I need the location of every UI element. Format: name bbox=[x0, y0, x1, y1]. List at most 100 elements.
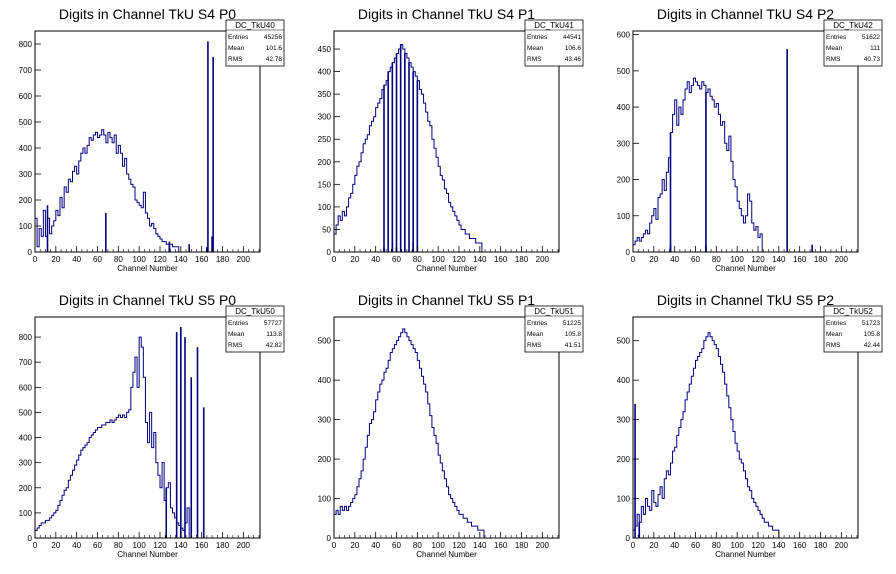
x-tick-label: 60 bbox=[392, 541, 401, 550]
plot-frame bbox=[34, 30, 261, 253]
x-tick-label: 180 bbox=[216, 541, 230, 550]
stats-label: Mean bbox=[826, 45, 843, 52]
stats-value: 42.82 bbox=[266, 342, 283, 349]
x-tick-label: 60 bbox=[93, 541, 102, 550]
x-tick-label: 80 bbox=[114, 541, 123, 550]
x-tick-label: 80 bbox=[712, 541, 721, 550]
x-tick-label: 160 bbox=[494, 541, 508, 550]
x-tick-label: 160 bbox=[793, 255, 807, 264]
x-tick-label: 0 bbox=[631, 255, 636, 264]
stats-box: DC_TkU50 Entries 57727 Mean 113.8 RMS 42.82 bbox=[225, 305, 285, 353]
y-tick-label: 600 bbox=[19, 92, 33, 101]
x-axis-title: Channel Number bbox=[416, 264, 477, 273]
x-tick-label: 120 bbox=[153, 541, 167, 550]
stats-label: RMS bbox=[527, 56, 542, 63]
histogram-series bbox=[632, 332, 780, 538]
x-tick-label: 20 bbox=[350, 255, 359, 264]
y-origin-label: 0 bbox=[626, 534, 631, 543]
plot-frame bbox=[632, 30, 859, 253]
x-tick-label: 40 bbox=[72, 541, 81, 550]
stats-label: Mean bbox=[527, 331, 544, 338]
y-tick-label: 100 bbox=[318, 203, 332, 212]
x-tick-label: 0 bbox=[332, 255, 337, 264]
x-tick-label: 200 bbox=[835, 541, 849, 550]
stats-box-frame bbox=[524, 305, 584, 353]
stats-name: DC_TkU41 bbox=[534, 21, 574, 30]
stats-label: Entries bbox=[527, 320, 548, 327]
x-tick-label: 160 bbox=[494, 255, 508, 264]
y-tick-label: 100 bbox=[318, 495, 332, 504]
stats-box-frame bbox=[225, 19, 285, 67]
chart-title: Digits in Channel TkU S4 P2 bbox=[657, 6, 834, 22]
x-tick-label: 200 bbox=[237, 541, 251, 550]
stats-box: DC_TkU52 Entries 51723 Mean 105.8 RMS 42.44 bbox=[823, 305, 883, 353]
x-tick-label: 40 bbox=[371, 541, 380, 550]
x-tick-label: 120 bbox=[751, 541, 765, 550]
x-tick-label: 40 bbox=[72, 255, 81, 264]
x-tick-label: 200 bbox=[536, 255, 550, 264]
y-tick-label: 200 bbox=[318, 455, 332, 464]
stats-label: Mean bbox=[527, 45, 544, 52]
x-tick-label: 140 bbox=[473, 255, 487, 264]
x-tick-label: 60 bbox=[691, 541, 700, 550]
y-tick-label: 250 bbox=[318, 135, 332, 144]
x-tick-label: 80 bbox=[114, 255, 123, 264]
x-tick-label: 160 bbox=[195, 255, 209, 264]
x-tick-label: 100 bbox=[132, 255, 146, 264]
histogram-series bbox=[34, 336, 190, 538]
x-tick-label: 40 bbox=[371, 255, 380, 264]
y-tick-label: 200 bbox=[318, 158, 332, 167]
y-tick-label: 300 bbox=[318, 416, 332, 425]
y-tick-label: 500 bbox=[617, 67, 631, 76]
histogram-panels: Digits in Channel TkU S4 P0 0 20 40 60 80 100 1… bbox=[19, 6, 883, 559]
stats-name: DC_TkU52 bbox=[833, 307, 873, 316]
histogram-panel: Digits in Channel TkU S4 P0 0 20 40 60 80 100 1… bbox=[19, 6, 285, 273]
histogram-series bbox=[333, 328, 485, 538]
y-tick-label: 450 bbox=[318, 45, 332, 54]
chart-title: Digits in Channel TkU S5 P2 bbox=[657, 292, 834, 308]
stats-label: RMS bbox=[826, 56, 841, 63]
x-tick-label: 180 bbox=[515, 255, 529, 264]
stats-label: Entries bbox=[228, 320, 249, 327]
stats-value: 51622 bbox=[862, 34, 880, 41]
x-tick-label: 60 bbox=[93, 255, 102, 264]
y-tick-label: 400 bbox=[318, 68, 332, 77]
stats-value: 57727 bbox=[264, 320, 282, 327]
histogram-panel: Digits in Channel TkU S5 P1 0 20 40 60 80 100 1… bbox=[318, 292, 584, 559]
y-origin-label: 0 bbox=[28, 248, 33, 257]
stats-value: 42.78 bbox=[266, 56, 283, 63]
x-tick-label: 140 bbox=[473, 541, 487, 550]
stats-value: 42.44 bbox=[864, 342, 881, 349]
stats-value: 51225 bbox=[563, 320, 581, 327]
y-tick-label: 700 bbox=[19, 66, 33, 75]
x-tick-label: 60 bbox=[691, 255, 700, 264]
plot-frame bbox=[632, 316, 859, 539]
x-tick-label: 140 bbox=[174, 255, 188, 264]
x-tick-label: 100 bbox=[730, 541, 744, 550]
y-tick-label: 200 bbox=[617, 455, 631, 464]
y-tick-label: 150 bbox=[318, 180, 332, 189]
x-tick-label: 0 bbox=[33, 255, 38, 264]
histogram-series bbox=[333, 44, 483, 252]
histogram-series bbox=[632, 77, 763, 252]
x-axis-title: Channel Number bbox=[117, 550, 178, 559]
y-tick-label: 100 bbox=[19, 509, 33, 518]
y-tick-label: 300 bbox=[19, 459, 33, 468]
x-tick-label: 100 bbox=[132, 541, 146, 550]
stats-value: 111 bbox=[870, 45, 880, 52]
stats-label: Entries bbox=[826, 320, 847, 327]
stats-label: Entries bbox=[826, 34, 847, 41]
x-tick-label: 180 bbox=[515, 541, 529, 550]
x-tick-label: 0 bbox=[332, 541, 337, 550]
chart-title: Digits in Channel TkU S5 P0 bbox=[59, 292, 236, 308]
stats-value: 51723 bbox=[862, 320, 880, 327]
plot-frame bbox=[34, 316, 261, 539]
stats-name: DC_TkU50 bbox=[235, 307, 275, 316]
x-axis-title: Channel Number bbox=[715, 264, 776, 273]
stats-label: Mean bbox=[826, 331, 843, 338]
histogram-series bbox=[34, 129, 180, 252]
x-tick-label: 120 bbox=[452, 541, 466, 550]
y-tick-label: 300 bbox=[617, 416, 631, 425]
y-origin-label: 0 bbox=[28, 534, 33, 543]
stats-value: 105.8 bbox=[864, 331, 881, 338]
